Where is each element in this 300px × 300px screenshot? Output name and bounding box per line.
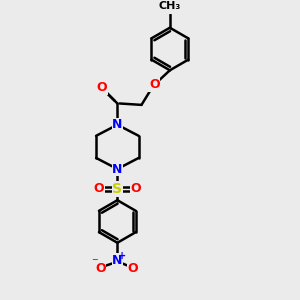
Text: O: O bbox=[97, 81, 107, 94]
Text: +: + bbox=[118, 250, 126, 260]
Text: N: N bbox=[112, 163, 123, 176]
Text: CH₃: CH₃ bbox=[159, 2, 181, 11]
Text: N: N bbox=[112, 118, 123, 131]
Text: N: N bbox=[112, 254, 123, 267]
Text: O: O bbox=[149, 78, 160, 91]
Text: ⁻: ⁻ bbox=[91, 256, 98, 269]
Text: O: O bbox=[128, 262, 138, 275]
Text: S: S bbox=[112, 182, 122, 196]
Text: O: O bbox=[94, 182, 104, 195]
Text: O: O bbox=[130, 182, 141, 195]
Text: O: O bbox=[95, 262, 106, 275]
